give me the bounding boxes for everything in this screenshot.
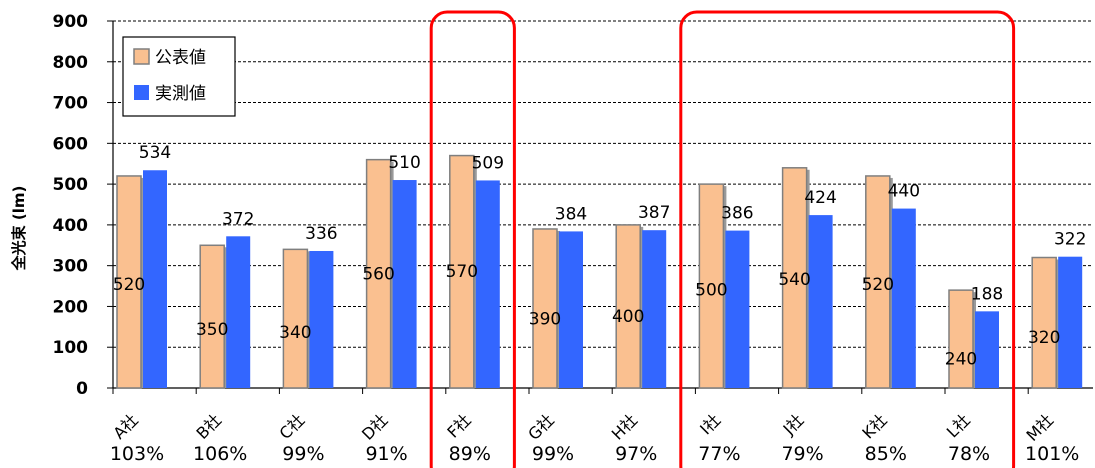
value-label-measured: 372 <box>222 209 254 229</box>
value-label-measured: 510 <box>388 153 420 173</box>
value-labels: 520 534 350 372 340 336 560 510 570 509 390 384 400 3… <box>113 143 1087 369</box>
value-label-published: 390 <box>529 310 561 330</box>
bar-published-F社 <box>449 154 475 389</box>
category-label: J社 <box>779 410 808 439</box>
bar-published-J社 <box>781 167 808 389</box>
value-label-published: 540 <box>778 270 810 290</box>
ratio-label: 101% <box>1025 443 1079 465</box>
ratio-label: 91% <box>365 443 407 465</box>
value-label-published: 500 <box>695 280 727 300</box>
bar-published-I社 <box>698 183 725 389</box>
ratio-label: 77% <box>698 443 740 465</box>
value-label-published: 520 <box>113 275 145 295</box>
bar-published-D社 <box>365 158 392 389</box>
value-label-published: 520 <box>862 275 894 295</box>
value-label-published: 340 <box>279 323 311 343</box>
bar-published-G社 <box>532 228 558 389</box>
y-tick-label: 500 <box>53 175 89 195</box>
ratio-label: 79% <box>781 443 823 465</box>
ratio-label: 97% <box>615 443 657 465</box>
bar-published-L社 <box>948 289 974 389</box>
category-label: D社 <box>358 410 391 443</box>
category-labels: A社103%B社106%C社99%D社91%F社89%G社99%H社97%I社7… <box>109 410 1079 465</box>
bar-published-B社 <box>199 244 225 389</box>
value-label-measured: 322 <box>1054 230 1086 250</box>
value-label-measured: 336 <box>305 224 337 244</box>
highlight-box <box>429 10 516 468</box>
y-tick-label: 300 <box>53 257 89 277</box>
legend-label: 公表値 <box>155 48 206 68</box>
bar-measured-F社 <box>475 180 500 388</box>
legend-swatch <box>133 48 150 65</box>
value-label-published: 400 <box>612 307 644 327</box>
legend-swatch <box>134 85 149 100</box>
value-label-measured: 188 <box>971 284 1003 304</box>
highlight-box <box>679 10 1016 468</box>
bar-measured-I社 <box>725 230 750 388</box>
value-label-published: 350 <box>196 320 228 340</box>
bar-published-M社 <box>1031 256 1057 389</box>
y-tick-label: 0 <box>76 379 88 399</box>
bar-measured-D社 <box>392 180 417 388</box>
y-tick-label: 600 <box>53 134 89 154</box>
bar-measured-B社 <box>226 236 251 388</box>
bar-published-K社 <box>865 175 891 389</box>
axes: 0 100 200 300 400 500 600 700 800 900 <box>53 12 1093 399</box>
bar-measured-J社 <box>808 215 833 388</box>
ratio-label: 103% <box>110 443 164 465</box>
value-label-measured: 534 <box>139 143 171 163</box>
y-axis-title: 全光束 (lm) <box>10 186 28 272</box>
value-label-measured: 440 <box>888 182 920 202</box>
legend-label: 実測値 <box>155 84 206 104</box>
ratio-label: 99% <box>532 443 574 465</box>
category-label: H社 <box>608 410 641 443</box>
ratio-label: 106% <box>193 443 247 465</box>
value-label-published: 320 <box>1028 328 1060 348</box>
gridlines <box>113 20 1093 348</box>
category-label: F社 <box>443 410 474 441</box>
bar-published-A社 <box>116 175 142 389</box>
bar-measured-G社 <box>559 231 583 388</box>
bar-measured-C社 <box>309 250 334 388</box>
bar-published-C社 <box>282 248 309 389</box>
y-tick-label: 200 <box>53 297 89 317</box>
ratio-label: 99% <box>282 443 324 465</box>
y-tick-label: 800 <box>53 53 89 73</box>
highlight-boxes <box>429 10 1016 468</box>
value-label-measured: 384 <box>555 204 587 224</box>
bar-measured-M社 <box>1058 256 1083 388</box>
ratio-label: 89% <box>449 443 491 465</box>
value-label-measured: 386 <box>721 204 753 224</box>
value-label-published: 560 <box>362 265 394 285</box>
value-label-measured: 387 <box>638 203 670 223</box>
value-label-measured: 424 <box>804 188 836 208</box>
category-label: B社 <box>193 410 226 443</box>
y-tick-label: 400 <box>53 216 89 236</box>
bar-measured-A社 <box>143 170 167 388</box>
y-tick-label: 700 <box>53 94 89 114</box>
value-label-published: 570 <box>446 262 478 282</box>
category-label: C社 <box>276 410 309 443</box>
bars <box>116 154 1083 389</box>
y-tick-label: 900 <box>53 12 89 32</box>
value-label-published: 240 <box>945 349 977 369</box>
value-label-measured: 509 <box>472 153 504 173</box>
category-label: M社 <box>1023 410 1058 445</box>
category-label: G社 <box>524 410 558 444</box>
ratio-label: 78% <box>948 443 990 465</box>
bar-measured-H社 <box>642 230 667 388</box>
bar-published-H社 <box>615 224 641 389</box>
bar-measured-K社 <box>891 208 916 388</box>
category-label: K社 <box>858 410 890 442</box>
bar-measured-L社 <box>975 311 999 388</box>
category-label: L社 <box>943 410 974 441</box>
ratio-label: 85% <box>865 443 907 465</box>
y-tick-label: 100 <box>53 338 89 358</box>
category-label: I社 <box>696 410 724 438</box>
category-label: A社 <box>109 410 141 442</box>
